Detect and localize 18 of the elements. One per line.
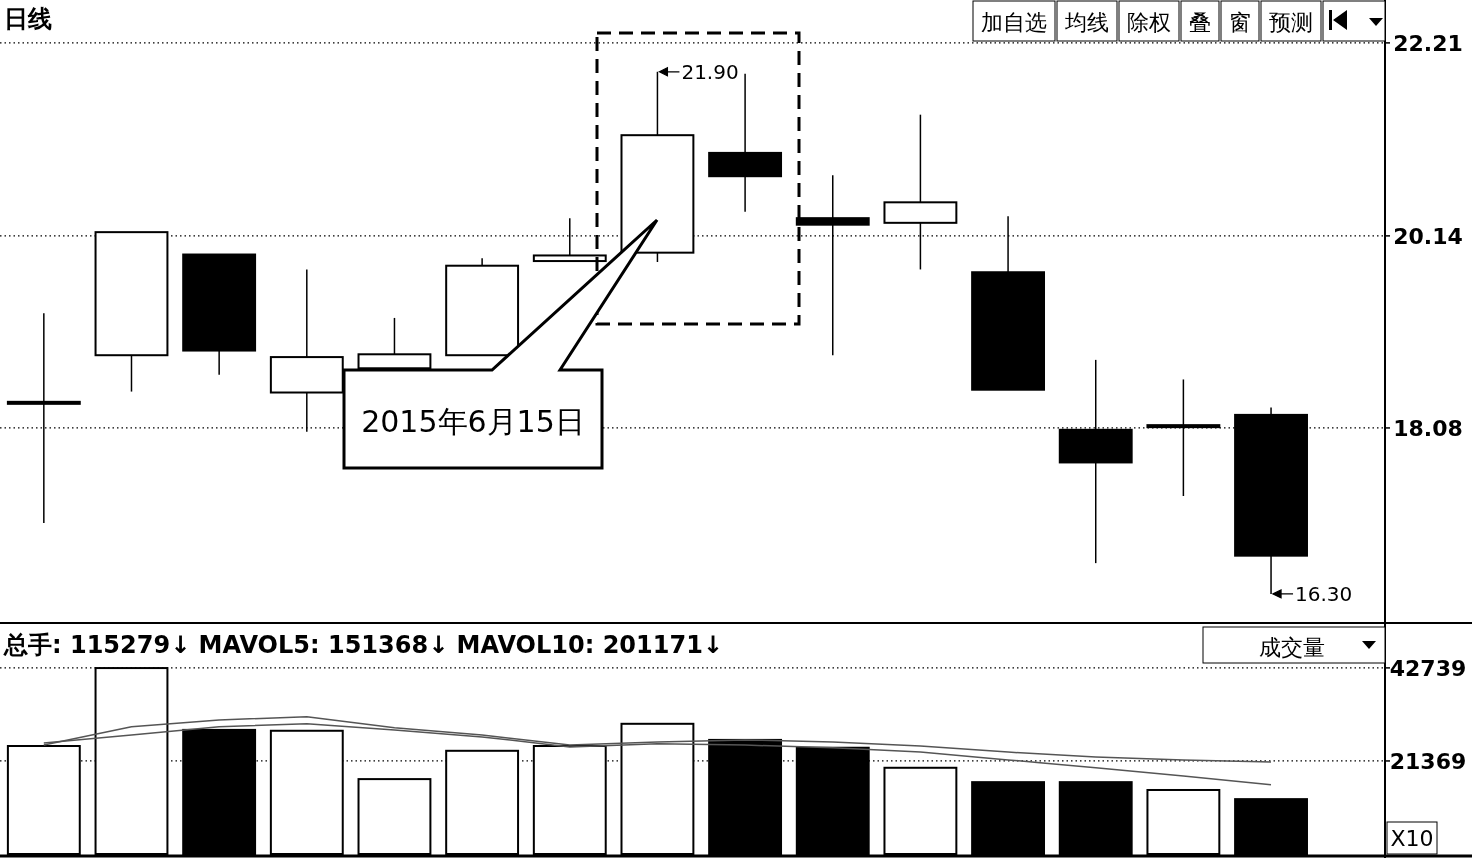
y-tick-label: 42739: [1389, 655, 1467, 681]
annotation: 加自选: [981, 10, 1047, 35]
annotation: 窗: [1229, 10, 1251, 35]
y-axis-title: X10: [1390, 826, 1434, 851]
annotation: 16.30: [1295, 581, 1353, 606]
annotation: 均线: [1064, 10, 1109, 35]
annotation: 成交量: [1259, 635, 1325, 660]
y-tick-label: 20.14: [1393, 223, 1463, 249]
annotation: 除权: [1127, 10, 1171, 35]
annotation: 预测: [1269, 10, 1313, 35]
annotation: 21.90: [681, 59, 739, 84]
y-tick-label: 21369: [1389, 748, 1467, 774]
y-tick-label: 18.08: [1393, 415, 1463, 441]
chart-title: 日线: [4, 5, 52, 33]
annotation: 叠: [1189, 10, 1211, 35]
annotation: 2015年6月15日: [361, 404, 585, 439]
y-tick-label: 22.21: [1393, 30, 1463, 56]
chart-title: 总手: 115279↓ MAVOL5: 151368↓ MAVOL10: 201171↓: [3, 631, 723, 659]
